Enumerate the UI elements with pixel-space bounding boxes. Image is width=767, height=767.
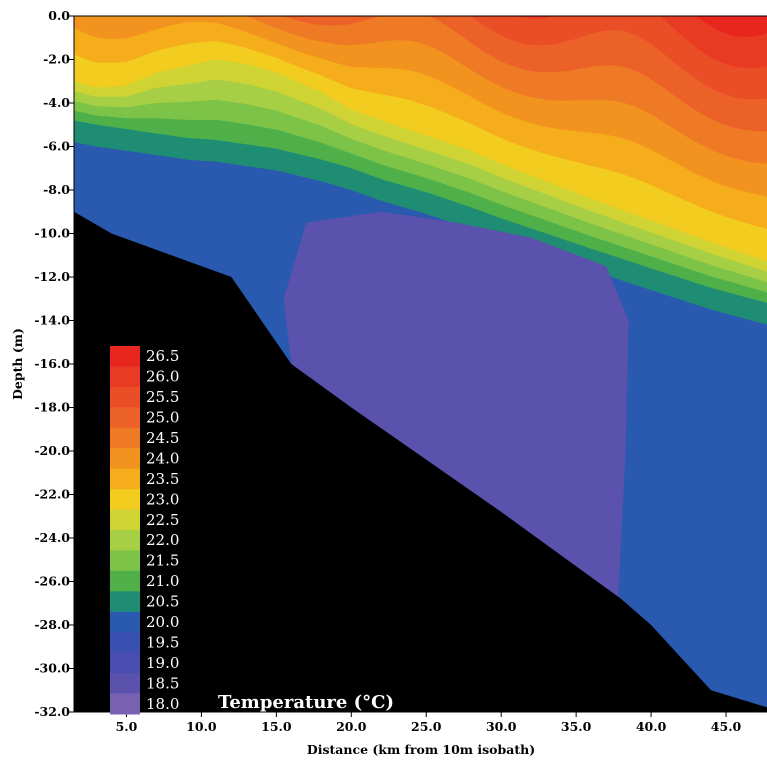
y-tick-label: -6.0 [43,139,70,154]
colorbar-label: 20.5 [146,593,179,611]
x-tick-label: 10.0 [186,719,217,734]
y-axis: 0.0 -2.0 -4.0 -6.0 -8.0 -10.0 -12.0 -14.0 -16.0 -… [34,8,74,719]
cold-patch-18.5 [283,211,629,599]
colorbar-swatch [110,570,140,592]
colorbar-label: 25.5 [146,388,179,406]
y-tick-label: -8.0 [43,182,70,197]
y-tick-label: -30.0 [34,661,70,676]
colorbar-label: 26.5 [146,347,179,365]
colorbar-label: 20.0 [146,613,179,631]
colorbar-label: 18.5 [146,674,179,692]
colorbar-swatch [110,509,140,531]
plot-area [74,16,767,712]
colorbar-label: 21.5 [146,552,179,570]
colorbar-swatch [110,673,140,695]
y-tick-label: -4.0 [43,95,70,110]
colorbar-swatch [110,693,140,715]
x-tick-label: 35.0 [561,719,592,734]
colorbar-label: 22.5 [146,511,179,529]
x-axis: 5.0 10.0 15.0 20.0 25.0 30.0 35.0 40.0 45.0 [116,712,742,734]
colorbar-label: 24.5 [146,429,179,447]
y-tick-label: -10.0 [34,226,70,241]
colorbar-swatch [110,427,140,449]
colorbar-swatch [110,632,140,654]
x-tick-label: 45.0 [711,719,742,734]
colorbar-label: 23.0 [146,490,179,508]
y-tick-label: -28.0 [34,617,70,632]
x-tick-label: 15.0 [261,719,292,734]
colorbar-swatch [110,591,140,613]
y-tick-label: -14.0 [34,313,70,328]
colorbar-label: 24.0 [146,449,179,467]
colorbar-swatch [110,448,140,470]
y-tick-label: 0.0 [48,8,70,23]
colorbar-swatch [110,652,140,674]
x-tick-label: 5.0 [116,719,138,734]
colorbar-swatch [110,611,140,633]
y-tick-label: -18.0 [34,400,70,415]
colorbar-label: 19.5 [146,633,179,651]
x-axis-title: Distance (km from 10m isobath) [307,742,535,757]
temp-band-25.0 [74,16,767,132]
y-tick-label: -2.0 [43,52,70,67]
colorbar-label: 26.0 [146,368,179,386]
colorbar-swatch [110,346,140,367]
colorbar-label: 22.0 [146,531,179,549]
x-tick-label: 20.0 [336,719,367,734]
colorbar-title: Temperature (°C) [218,692,394,713]
x-tick-label: 30.0 [486,719,517,734]
y-tick-label: -20.0 [34,443,70,458]
colorbar-swatch [110,550,140,572]
y-tick-label: -24.0 [34,530,70,545]
colorbar-swatch [110,468,140,490]
colorbar-label: 23.5 [146,470,179,488]
y-tick-label: -32.0 [34,704,70,719]
colorbar-swatch [110,407,140,429]
temp-band-26.0 [74,16,767,68]
colorbar-swatch [110,530,140,551]
y-tick-label: -12.0 [34,269,70,284]
colorbar-label: 21.0 [146,572,179,590]
colorbar-label: 25.0 [146,409,179,427]
x-tick-label: 40.0 [636,719,667,734]
colorbar-label: 19.0 [146,654,179,672]
colorbar-swatch [110,366,140,388]
seabed [74,211,767,712]
colorbar: 26.5 26.0 25.5 25.0 24.5 24.0 23.5 23.0 22.5 22.0… [110,346,179,715]
y-tick-label: -22.0 [34,487,70,502]
y-tick-label: -26.0 [34,574,70,589]
cold-water-patches [283,211,629,599]
colorbar-label: 18.0 [146,695,179,713]
y-axis-title: Depth (m) [10,328,25,400]
y-tick-label: -16.0 [34,356,70,371]
colorbar-swatch [110,386,140,408]
x-tick-label: 25.0 [411,719,442,734]
colorbar-swatch [110,489,140,511]
